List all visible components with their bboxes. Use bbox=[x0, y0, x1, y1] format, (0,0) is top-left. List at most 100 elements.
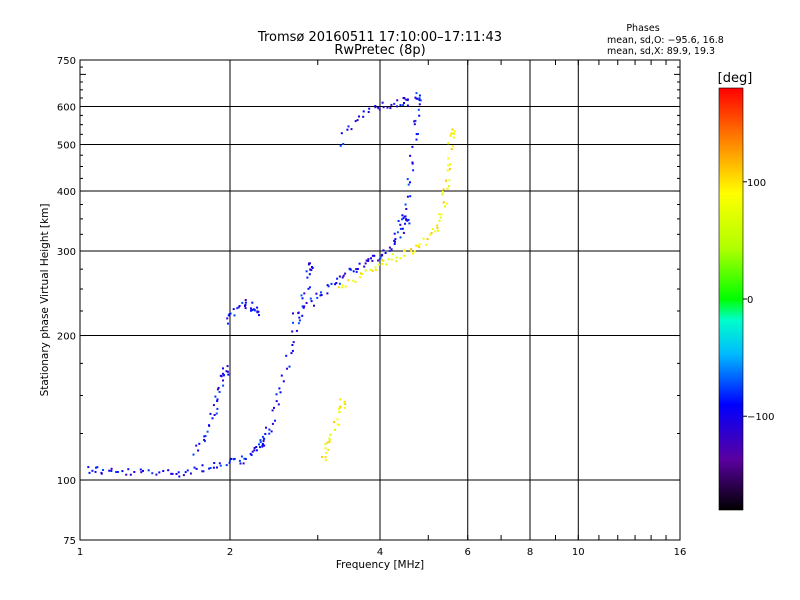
data-point bbox=[251, 450, 254, 453]
data-point bbox=[342, 274, 345, 277]
data-point bbox=[219, 464, 222, 467]
y-tick-label: 100 bbox=[57, 476, 76, 487]
data-point bbox=[452, 132, 455, 135]
data-point bbox=[363, 265, 366, 268]
data-point bbox=[341, 276, 344, 279]
data-point bbox=[364, 262, 367, 265]
data-point bbox=[342, 143, 345, 145]
data-point bbox=[250, 307, 252, 310]
data-point bbox=[418, 246, 421, 249]
y-tick-label: 500 bbox=[57, 141, 76, 152]
data-point bbox=[280, 374, 283, 377]
data-point bbox=[442, 201, 445, 204]
data-point bbox=[381, 101, 384, 104]
data-point bbox=[444, 205, 446, 208]
data-point bbox=[258, 443, 260, 446]
phase-colorbar bbox=[718, 87, 744, 511]
data-point bbox=[403, 249, 406, 252]
data-point bbox=[242, 462, 245, 465]
data-point bbox=[441, 193, 444, 196]
data-point bbox=[324, 443, 327, 446]
data-point bbox=[418, 114, 421, 117]
data-point bbox=[326, 284, 329, 287]
data-point bbox=[344, 272, 347, 275]
data-point bbox=[279, 391, 282, 394]
data-point bbox=[406, 104, 409, 107]
chart-title: Tromsø 20160511 17:10:00–17:11:43 bbox=[257, 30, 502, 45]
data-point bbox=[288, 365, 291, 368]
data-point bbox=[379, 256, 382, 259]
y-tick-label: 200 bbox=[57, 332, 76, 343]
data-point bbox=[189, 472, 192, 475]
data-point bbox=[412, 169, 415, 172]
data-point bbox=[352, 270, 355, 273]
colorbar-tick-label: 0 bbox=[747, 295, 753, 306]
data-point bbox=[337, 286, 340, 289]
data-point bbox=[222, 384, 225, 387]
data-point bbox=[307, 287, 310, 290]
data-point bbox=[334, 283, 337, 286]
data-point bbox=[142, 469, 144, 472]
data-point bbox=[95, 466, 97, 469]
data-point bbox=[177, 471, 180, 474]
data-point bbox=[94, 470, 97, 473]
data-point bbox=[402, 217, 405, 220]
data-point bbox=[292, 341, 295, 344]
data-point bbox=[195, 444, 198, 447]
data-point bbox=[214, 395, 217, 398]
data-point bbox=[445, 179, 448, 182]
data-point bbox=[415, 244, 418, 247]
x-tick-label: 8 bbox=[527, 547, 533, 558]
data-point bbox=[110, 467, 113, 470]
data-point bbox=[354, 280, 357, 283]
data-point bbox=[213, 414, 216, 416]
data-point bbox=[396, 231, 399, 234]
data-point bbox=[406, 195, 409, 198]
data-point bbox=[339, 406, 342, 409]
data-point bbox=[129, 473, 132, 476]
data-point bbox=[347, 125, 350, 128]
data-point bbox=[300, 294, 303, 297]
data-point bbox=[355, 270, 358, 273]
data-point bbox=[198, 442, 201, 445]
data-point bbox=[324, 456, 327, 459]
data-point bbox=[382, 260, 385, 262]
data-point bbox=[371, 254, 374, 257]
data-point bbox=[336, 418, 339, 421]
data-point bbox=[208, 424, 210, 427]
data-point bbox=[410, 248, 413, 251]
data-point bbox=[374, 269, 377, 271]
data-point bbox=[225, 464, 228, 467]
data-point bbox=[250, 309, 252, 312]
data-point bbox=[374, 106, 377, 109]
data-point bbox=[347, 279, 350, 282]
data-point bbox=[407, 218, 410, 221]
data-point bbox=[381, 262, 384, 265]
data-point bbox=[364, 269, 367, 272]
data-point bbox=[395, 260, 398, 263]
data-point bbox=[175, 473, 178, 475]
data-point bbox=[404, 203, 407, 206]
x-tick-label: 6 bbox=[465, 547, 471, 558]
x-tick-label: 2 bbox=[227, 547, 233, 558]
data-point bbox=[268, 428, 271, 431]
data-point bbox=[346, 128, 349, 131]
data-point bbox=[358, 262, 361, 265]
data-point bbox=[403, 102, 405, 104]
data-point bbox=[344, 285, 347, 288]
x-tick-label: 4 bbox=[377, 547, 383, 558]
y-tick-label: 400 bbox=[57, 187, 76, 198]
data-point bbox=[437, 229, 440, 232]
data-point bbox=[259, 441, 262, 444]
data-point bbox=[356, 268, 359, 270]
data-point bbox=[397, 220, 400, 222]
data-point bbox=[216, 400, 219, 402]
data-point bbox=[359, 272, 362, 275]
data-point bbox=[446, 169, 449, 172]
y-tick-label: 600 bbox=[57, 103, 76, 114]
data-point bbox=[298, 319, 301, 322]
data-point bbox=[213, 462, 216, 464]
data-point bbox=[418, 99, 421, 101]
data-point bbox=[431, 228, 434, 230]
data-point bbox=[385, 263, 388, 266]
